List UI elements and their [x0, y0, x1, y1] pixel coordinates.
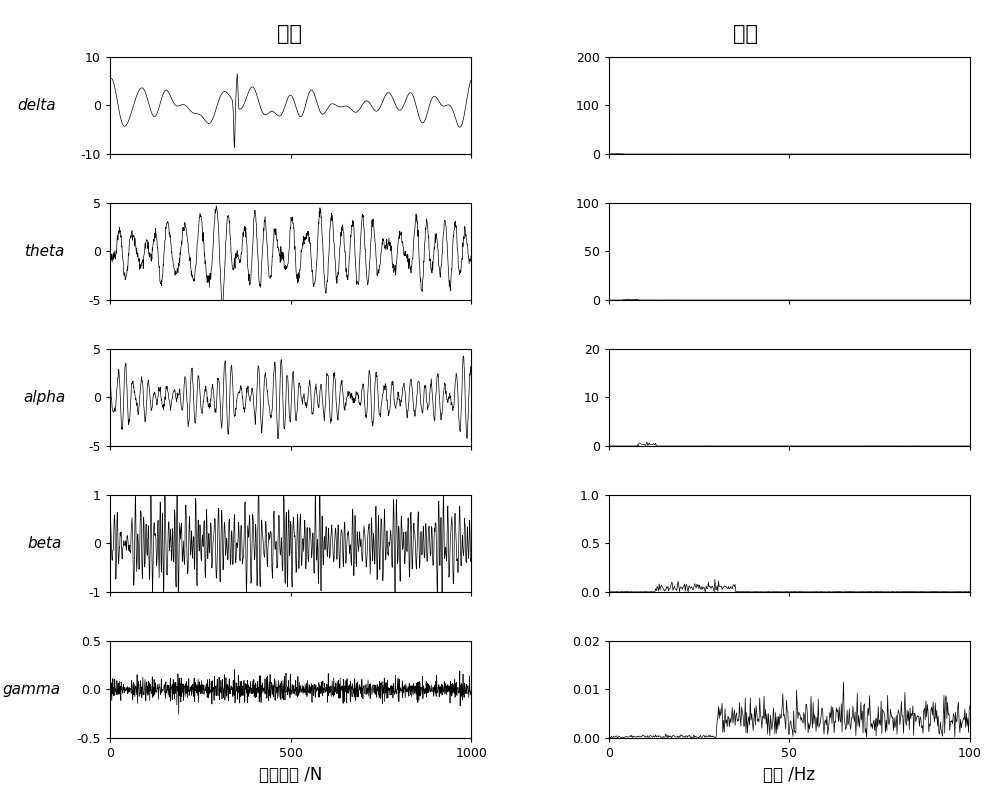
Y-axis label: delta: delta — [17, 98, 55, 113]
Y-axis label: beta: beta — [27, 536, 61, 551]
Text: 频域: 频域 — [732, 24, 758, 45]
Y-axis label: gamma: gamma — [3, 682, 61, 697]
X-axis label: 时间点数 /N: 时间点数 /N — [259, 766, 322, 783]
Text: 时域: 时域 — [278, 24, 302, 45]
X-axis label: 频率 /Hz: 频率 /Hz — [763, 766, 815, 783]
Y-axis label: alpha: alpha — [23, 390, 65, 405]
Y-axis label: theta: theta — [24, 244, 64, 259]
